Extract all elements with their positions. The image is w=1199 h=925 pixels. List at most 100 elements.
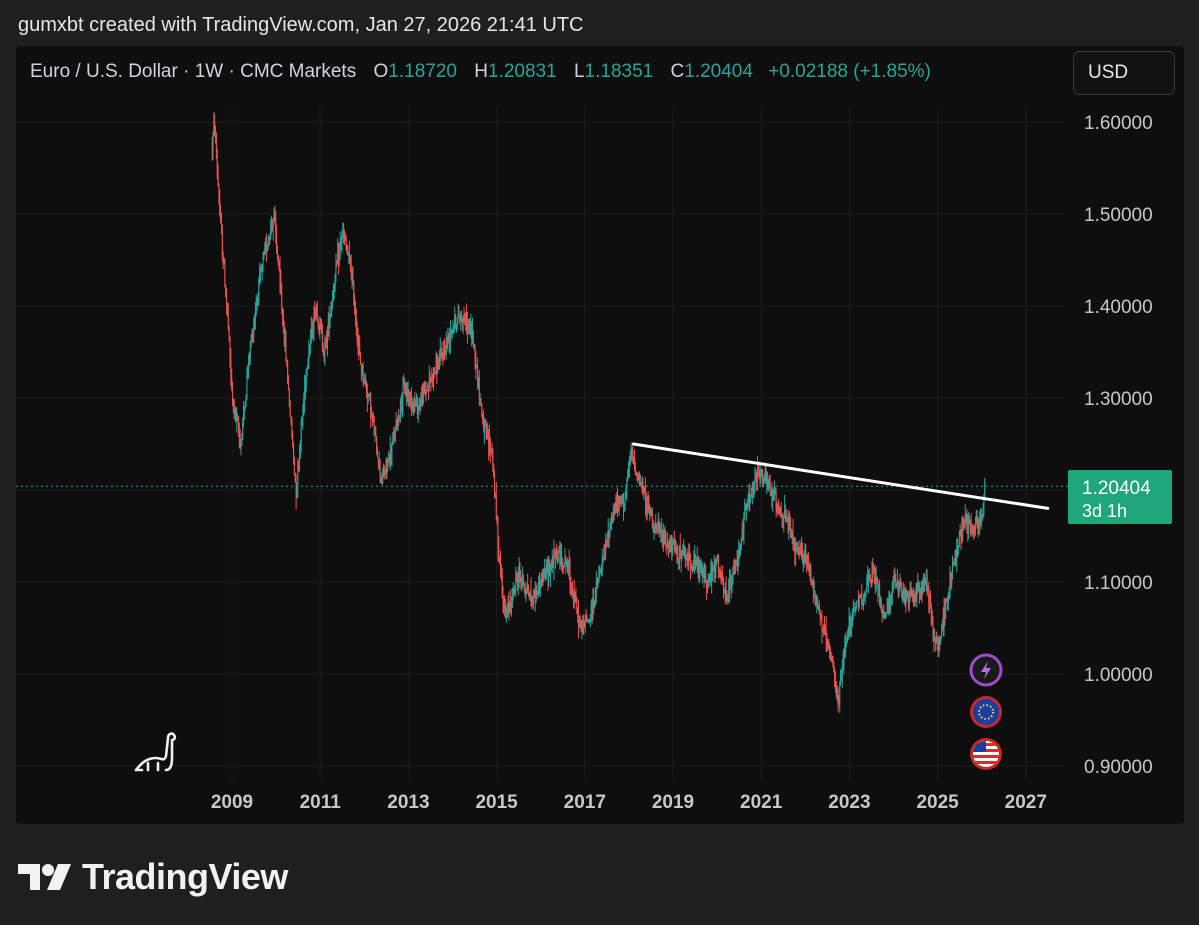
candle-body [600, 570, 602, 572]
candle-body [530, 592, 532, 602]
currency-button[interactable]: USD [1073, 51, 1175, 95]
candle-body [903, 589, 905, 604]
candle-body [220, 220, 222, 234]
candle-body [504, 605, 506, 607]
candle-body [695, 555, 697, 567]
candle-body [643, 488, 645, 495]
candle-body [591, 602, 593, 612]
candle-body [585, 616, 587, 619]
candle-body [236, 417, 238, 420]
candle-body [703, 569, 705, 583]
candle-body [332, 295, 334, 305]
candle-body [661, 531, 663, 545]
candle-body [870, 582, 872, 585]
price-chart[interactable]: 1.600001.500001.400001.300001.200001.100… [16, 46, 1184, 824]
candle-body [321, 331, 323, 346]
candle-body [280, 280, 282, 293]
candle-body [534, 596, 536, 599]
candle-body [309, 345, 311, 355]
candle-body [330, 308, 332, 316]
candle-body [219, 201, 221, 214]
candle-body [485, 426, 487, 428]
candle-body [737, 560, 739, 569]
candle-body [968, 518, 970, 523]
us-flag-icon[interactable] [970, 738, 1002, 770]
candle-body [299, 449, 301, 466]
candle-body [343, 230, 345, 236]
candle-body [823, 625, 825, 629]
candle-body [513, 587, 515, 593]
candle-body [226, 295, 228, 303]
candle-body [656, 523, 658, 527]
candle-body [714, 565, 716, 571]
candle-body [668, 542, 670, 553]
candle-body [678, 557, 680, 559]
candle-body [657, 522, 659, 524]
candle-body [578, 620, 580, 627]
candle-body [384, 471, 386, 476]
candle-body [738, 547, 740, 561]
candle-body [325, 338, 327, 344]
candle-body [773, 494, 775, 500]
candle-body [370, 399, 372, 419]
candle-body [825, 629, 827, 638]
candle-body [474, 344, 476, 365]
candle-body [913, 595, 915, 599]
eu-flag-icon[interactable] [970, 696, 1002, 728]
candle-body [799, 548, 801, 556]
candle-body [631, 449, 633, 452]
candle-body [592, 599, 594, 612]
lightning-icon[interactable] [969, 653, 1003, 687]
candle-body [597, 582, 599, 584]
candle-body [253, 324, 255, 337]
symbol-name[interactable]: Euro / U.S. Dollar · 1W · CMC Markets [30, 61, 357, 82]
candle-body [626, 479, 628, 489]
candle-body [435, 360, 437, 372]
candle-body [433, 367, 435, 374]
candle-body [427, 385, 429, 391]
candle-body [419, 402, 421, 406]
candle-body [318, 326, 320, 329]
candle-body [785, 514, 787, 519]
candle-body [901, 585, 903, 596]
candle-body [633, 460, 635, 467]
candle-body [268, 237, 270, 241]
chart-panel[interactable]: 1.600001.500001.400001.300001.200001.100… [16, 46, 1184, 824]
candle-body [919, 593, 921, 597]
candle-body [904, 590, 906, 604]
candle-body [461, 319, 463, 324]
candle-body [790, 534, 792, 539]
candle-body [661, 531, 663, 533]
candle-body [709, 575, 711, 582]
candle-body [840, 675, 842, 686]
candle-body [902, 589, 904, 595]
candle-body [736, 564, 738, 569]
candle-body [847, 629, 849, 633]
candle-body [439, 351, 441, 359]
candle-body [414, 400, 416, 405]
candle-body [491, 449, 493, 457]
candle-body [215, 132, 217, 138]
candle-body [395, 419, 397, 427]
candle-body [689, 555, 691, 567]
candle-body [833, 665, 835, 673]
candle-body [915, 590, 917, 600]
candle-body [807, 557, 809, 566]
candle-body [854, 607, 856, 610]
candle-body [234, 407, 236, 414]
close-label: C [670, 61, 685, 82]
candle-body [601, 559, 603, 571]
candle-body [476, 365, 478, 369]
candle-body [635, 474, 637, 476]
candle-body [589, 617, 591, 619]
candle-body [408, 393, 410, 401]
candle-body [490, 449, 492, 451]
candle-body [892, 580, 894, 584]
candle-body [455, 314, 457, 329]
candle-body [723, 588, 725, 591]
candle-body [696, 557, 698, 563]
candle-body [905, 590, 907, 600]
candle-body [392, 439, 394, 446]
candle-body [935, 638, 937, 643]
candle-body [315, 309, 317, 320]
